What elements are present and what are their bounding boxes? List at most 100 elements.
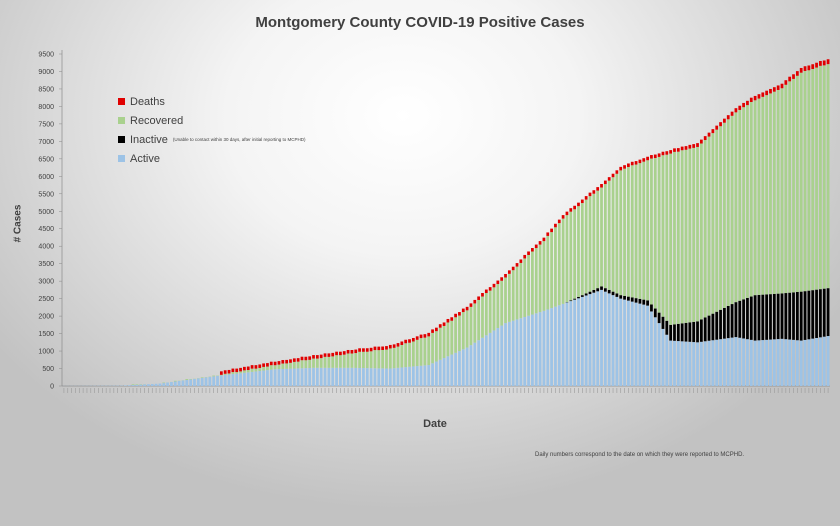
bars-group — [62, 59, 830, 393]
bar-recovered — [523, 258, 527, 317]
bar-inactive — [803, 291, 807, 340]
bar-active — [504, 323, 507, 386]
bar-deaths — [461, 308, 465, 313]
bar-recovered — [515, 266, 519, 320]
bar-active — [638, 303, 642, 386]
y-tick-label: 6500 — [38, 156, 54, 163]
y-axis-label: # Cases — [12, 204, 24, 243]
bar-deaths — [254, 365, 258, 369]
bar-recovered — [254, 368, 258, 372]
bar-inactive — [822, 288, 826, 337]
bar-inactive — [642, 299, 646, 305]
bar-inactive — [619, 295, 623, 299]
bar-active — [392, 368, 396, 386]
bar-inactive — [577, 296, 580, 299]
bar-recovered — [484, 293, 488, 336]
bar-deaths — [504, 273, 507, 278]
bar-deaths — [446, 318, 450, 323]
bar-recovered — [711, 133, 715, 314]
bar-active — [369, 368, 373, 386]
bar-deaths — [415, 336, 419, 340]
bar-recovered — [676, 151, 680, 324]
bar-inactive — [753, 295, 757, 341]
bar-inactive — [623, 295, 626, 300]
bar-recovered — [365, 351, 369, 369]
bar-recovered — [738, 109, 742, 301]
bar-active — [711, 340, 715, 386]
bar-recovered — [538, 244, 542, 313]
bar-deaths — [684, 146, 688, 150]
bar-inactive — [719, 309, 722, 340]
bar-active — [715, 339, 719, 386]
bar-inactive — [657, 312, 661, 324]
bar-deaths — [385, 346, 388, 350]
y-tick-label: 2000 — [38, 314, 54, 321]
bar-active — [223, 374, 227, 386]
bar-recovered — [369, 351, 373, 369]
bar-active — [304, 368, 308, 386]
bar-active — [400, 367, 404, 386]
bar-active — [139, 384, 143, 386]
bar-deaths — [627, 163, 630, 167]
bar-deaths — [726, 115, 730, 120]
bar-active — [254, 371, 258, 386]
bar-deaths — [392, 344, 396, 348]
bar-active — [488, 332, 492, 386]
bar-active — [534, 313, 538, 386]
bar-deaths — [534, 244, 538, 249]
bar-active — [461, 349, 465, 386]
y-tick-label: 5000 — [38, 209, 54, 216]
bar-deaths — [550, 228, 553, 233]
bar-recovered — [811, 69, 815, 291]
legend-swatch-inactive — [118, 136, 125, 143]
bar-inactive — [665, 320, 669, 335]
bar-inactive — [699, 319, 703, 342]
bar-inactive — [765, 294, 769, 340]
bar-deaths — [653, 154, 657, 159]
bar-active — [431, 363, 434, 386]
y-tick-label: 3500 — [38, 261, 54, 268]
bar-recovered — [469, 306, 473, 346]
legend-label-deaths: Deaths — [130, 95, 165, 108]
bar-active — [204, 377, 208, 386]
bar-recovered — [231, 372, 235, 375]
bar-deaths — [527, 251, 530, 255]
bar-recovered — [615, 173, 619, 294]
bar-recovered — [304, 360, 308, 369]
bar-recovered — [227, 373, 231, 375]
bar-active — [515, 319, 519, 386]
bar-active — [538, 312, 542, 386]
bar-recovered — [657, 156, 661, 313]
bar-active — [289, 368, 292, 386]
bar-deaths — [792, 74, 795, 79]
bar-deaths — [339, 351, 342, 356]
bar-recovered — [131, 384, 135, 386]
bar-active — [577, 298, 580, 386]
bar-deaths — [450, 317, 454, 321]
bar-recovered — [385, 349, 388, 369]
bar-active — [707, 340, 711, 386]
bar-recovered — [646, 160, 649, 301]
bar-deaths — [285, 359, 289, 364]
bar-recovered — [696, 146, 699, 322]
bar-recovered — [607, 180, 611, 290]
bar-recovered — [772, 91, 776, 294]
bar-deaths — [243, 366, 246, 371]
bar-recovered — [392, 347, 396, 369]
bar-active — [354, 367, 358, 386]
bar-active — [661, 328, 665, 386]
bar-deaths — [289, 359, 292, 363]
bar-active — [315, 367, 319, 386]
bar-active — [212, 376, 216, 386]
bar-recovered — [496, 284, 500, 328]
bar-active — [542, 310, 546, 386]
bar-recovered — [246, 370, 250, 373]
bar-deaths — [507, 270, 511, 274]
bar-recovered — [388, 348, 392, 369]
bar-inactive — [799, 291, 803, 341]
bar-recovered — [723, 122, 726, 308]
bar-active — [173, 381, 177, 386]
bar-recovered — [373, 350, 377, 369]
bar-inactive — [749, 296, 753, 340]
y-tick-label: 4000 — [38, 244, 54, 251]
